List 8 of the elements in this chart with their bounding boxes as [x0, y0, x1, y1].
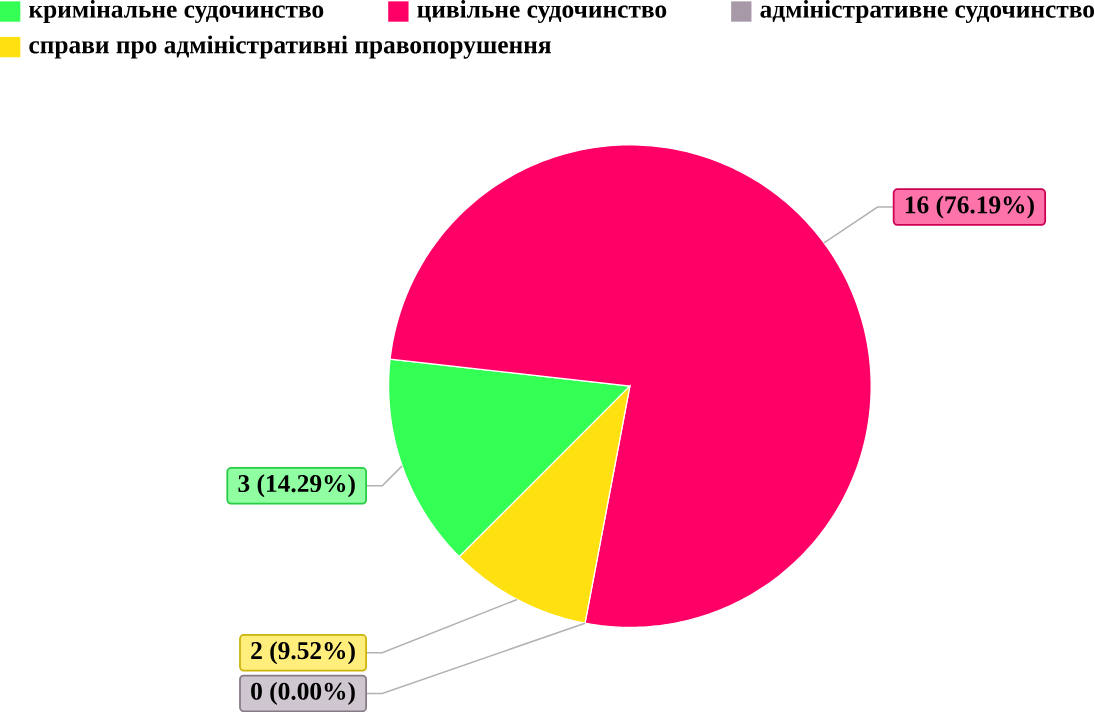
legend-label: адміністративне судочинство — [760, 0, 1095, 23]
data-label: 3 (14.29%) — [238, 474, 355, 498]
legend-label: кримінальне судочинство — [29, 0, 324, 23]
legend-label: цивільне судочинство — [417, 0, 667, 23]
data-label: 16 (76.19%) — [905, 195, 1034, 219]
data-label: 2 (9.52%) — [251, 641, 355, 665]
text: 0 (0.00%) — [251, 681, 355, 705]
legend-label: справи про адміністративні правопорушення — [29, 35, 551, 59]
